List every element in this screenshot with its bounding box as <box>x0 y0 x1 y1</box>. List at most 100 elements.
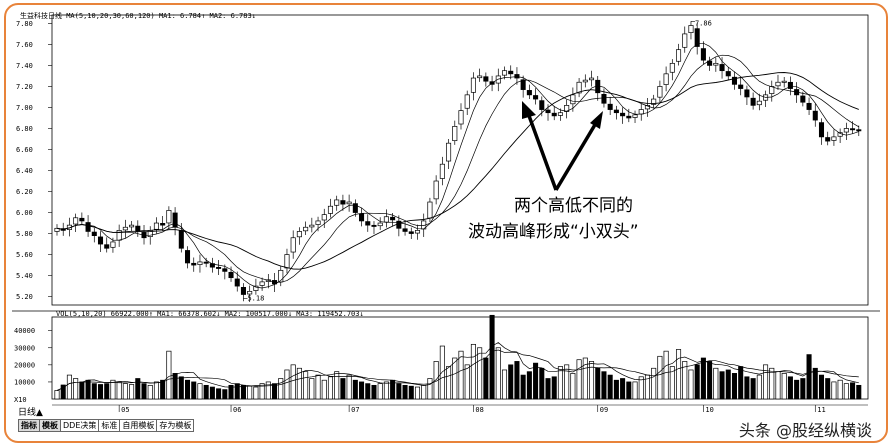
candle-body <box>91 231 97 237</box>
candle <box>632 110 638 123</box>
kline-chart: 7.80 7.60 7.40 7.20 7.00 6.80 6.60 6.40 6.20 6.00… <box>12 14 880 414</box>
candle-body <box>427 201 433 219</box>
volume-bar <box>228 384 234 400</box>
candle <box>626 108 632 123</box>
tab-save-template[interactable]: 存为模板 <box>156 419 195 432</box>
candle-body <box>694 28 700 47</box>
candle <box>520 75 526 98</box>
volume-bar <box>856 384 862 400</box>
candle-body <box>582 79 588 83</box>
candle <box>371 221 377 235</box>
vol-ma2: MA2: 100517.000↓ <box>224 310 293 318</box>
price-header: 生益科技日线 MA(5,10,20,30,60,120) MA1: 6.784↑… <box>20 11 256 21</box>
price-tick-label: 7.80 <box>16 20 33 28</box>
candle-body <box>458 110 464 125</box>
volume-tick-label: 30000 <box>14 344 35 352</box>
candle-body <box>545 109 551 114</box>
volume-bar <box>97 384 104 400</box>
candle-body <box>172 212 178 228</box>
candle-body <box>750 97 756 106</box>
candle <box>97 231 104 253</box>
volume-bar <box>806 354 812 400</box>
volume-bar <box>383 381 389 400</box>
volume-bar <box>191 381 197 400</box>
candle-body <box>390 216 396 221</box>
candle-body <box>638 109 644 115</box>
candle-body <box>756 100 762 106</box>
bottom-tab-bar: 指标 模板 DDE决策 标准 自用模板 存为模板 <box>18 419 195 432</box>
candle <box>296 227 302 245</box>
price-tick-label: 5.40 <box>16 272 33 280</box>
candle <box>694 22 700 55</box>
candle <box>831 129 837 146</box>
candle-body <box>539 100 545 110</box>
low-price-label: 5.18 <box>247 295 264 303</box>
tab-template[interactable]: 模板 <box>39 419 61 432</box>
volume-bar <box>669 366 675 400</box>
volume-bar <box>588 361 595 400</box>
volume-bar <box>539 367 545 400</box>
period-selector[interactable]: 日线▲ <box>18 408 43 418</box>
candle <box>439 156 445 186</box>
volume-bar <box>533 362 539 400</box>
tab-indicator[interactable]: 指标 <box>18 419 40 432</box>
candle <box>582 74 588 88</box>
candle-body <box>303 226 309 232</box>
candle-body <box>651 98 657 105</box>
candle-body <box>806 102 812 110</box>
volume-bar <box>626 381 632 400</box>
volume-bar <box>334 371 340 400</box>
candle-body <box>396 220 402 229</box>
price-tick-label: 6.20 <box>16 188 33 196</box>
month-label: 07 <box>351 406 359 414</box>
candle-body <box>321 214 327 221</box>
candle <box>290 230 296 259</box>
volume-bar <box>129 384 135 400</box>
price-tick-label: 6.00 <box>16 209 33 217</box>
tab-custom-template[interactable]: 自用模板 <box>119 419 158 432</box>
candle-body <box>153 222 159 230</box>
candle-body <box>607 103 613 110</box>
volume-bar <box>694 364 700 400</box>
candle-body <box>843 128 849 133</box>
volume-bar <box>166 350 172 400</box>
volume-bar <box>160 379 166 400</box>
candle-body <box>352 203 358 213</box>
price-tick-label: 7.40 <box>16 62 33 70</box>
candle-body <box>359 213 365 222</box>
candle-body <box>278 269 284 283</box>
volume-bar <box>352 379 358 400</box>
candle-body <box>79 217 85 222</box>
candle-body <box>738 84 744 89</box>
candle-body <box>228 271 234 279</box>
volume-bar <box>800 378 806 400</box>
volume-bar <box>284 369 290 400</box>
candle <box>197 254 203 273</box>
candle <box>557 108 563 121</box>
candle-body <box>122 226 128 231</box>
candle-body <box>781 80 787 83</box>
candle-body <box>663 73 669 85</box>
volume-bar <box>290 364 296 400</box>
candle <box>359 208 365 227</box>
candle-body <box>414 230 421 234</box>
candle-body <box>253 285 259 291</box>
candle-body <box>856 129 862 132</box>
candle <box>203 257 209 268</box>
volume-bar <box>483 357 489 400</box>
candle-body <box>775 81 781 87</box>
volume-bar <box>259 383 265 400</box>
candle <box>104 237 110 253</box>
volume-tick-label: 40000 <box>14 327 35 335</box>
candle <box>756 93 762 111</box>
candle <box>464 90 470 115</box>
candle <box>228 266 234 282</box>
volume-bar <box>54 390 60 400</box>
candle-body <box>477 75 483 79</box>
tab-standard[interactable]: 标准 <box>98 419 121 432</box>
volume-bar <box>209 386 215 400</box>
arrow-left-head <box>522 101 536 119</box>
tab-dde[interactable]: DDE决策 <box>60 419 100 432</box>
candle-body <box>97 236 104 245</box>
volume-bar <box>520 374 526 400</box>
